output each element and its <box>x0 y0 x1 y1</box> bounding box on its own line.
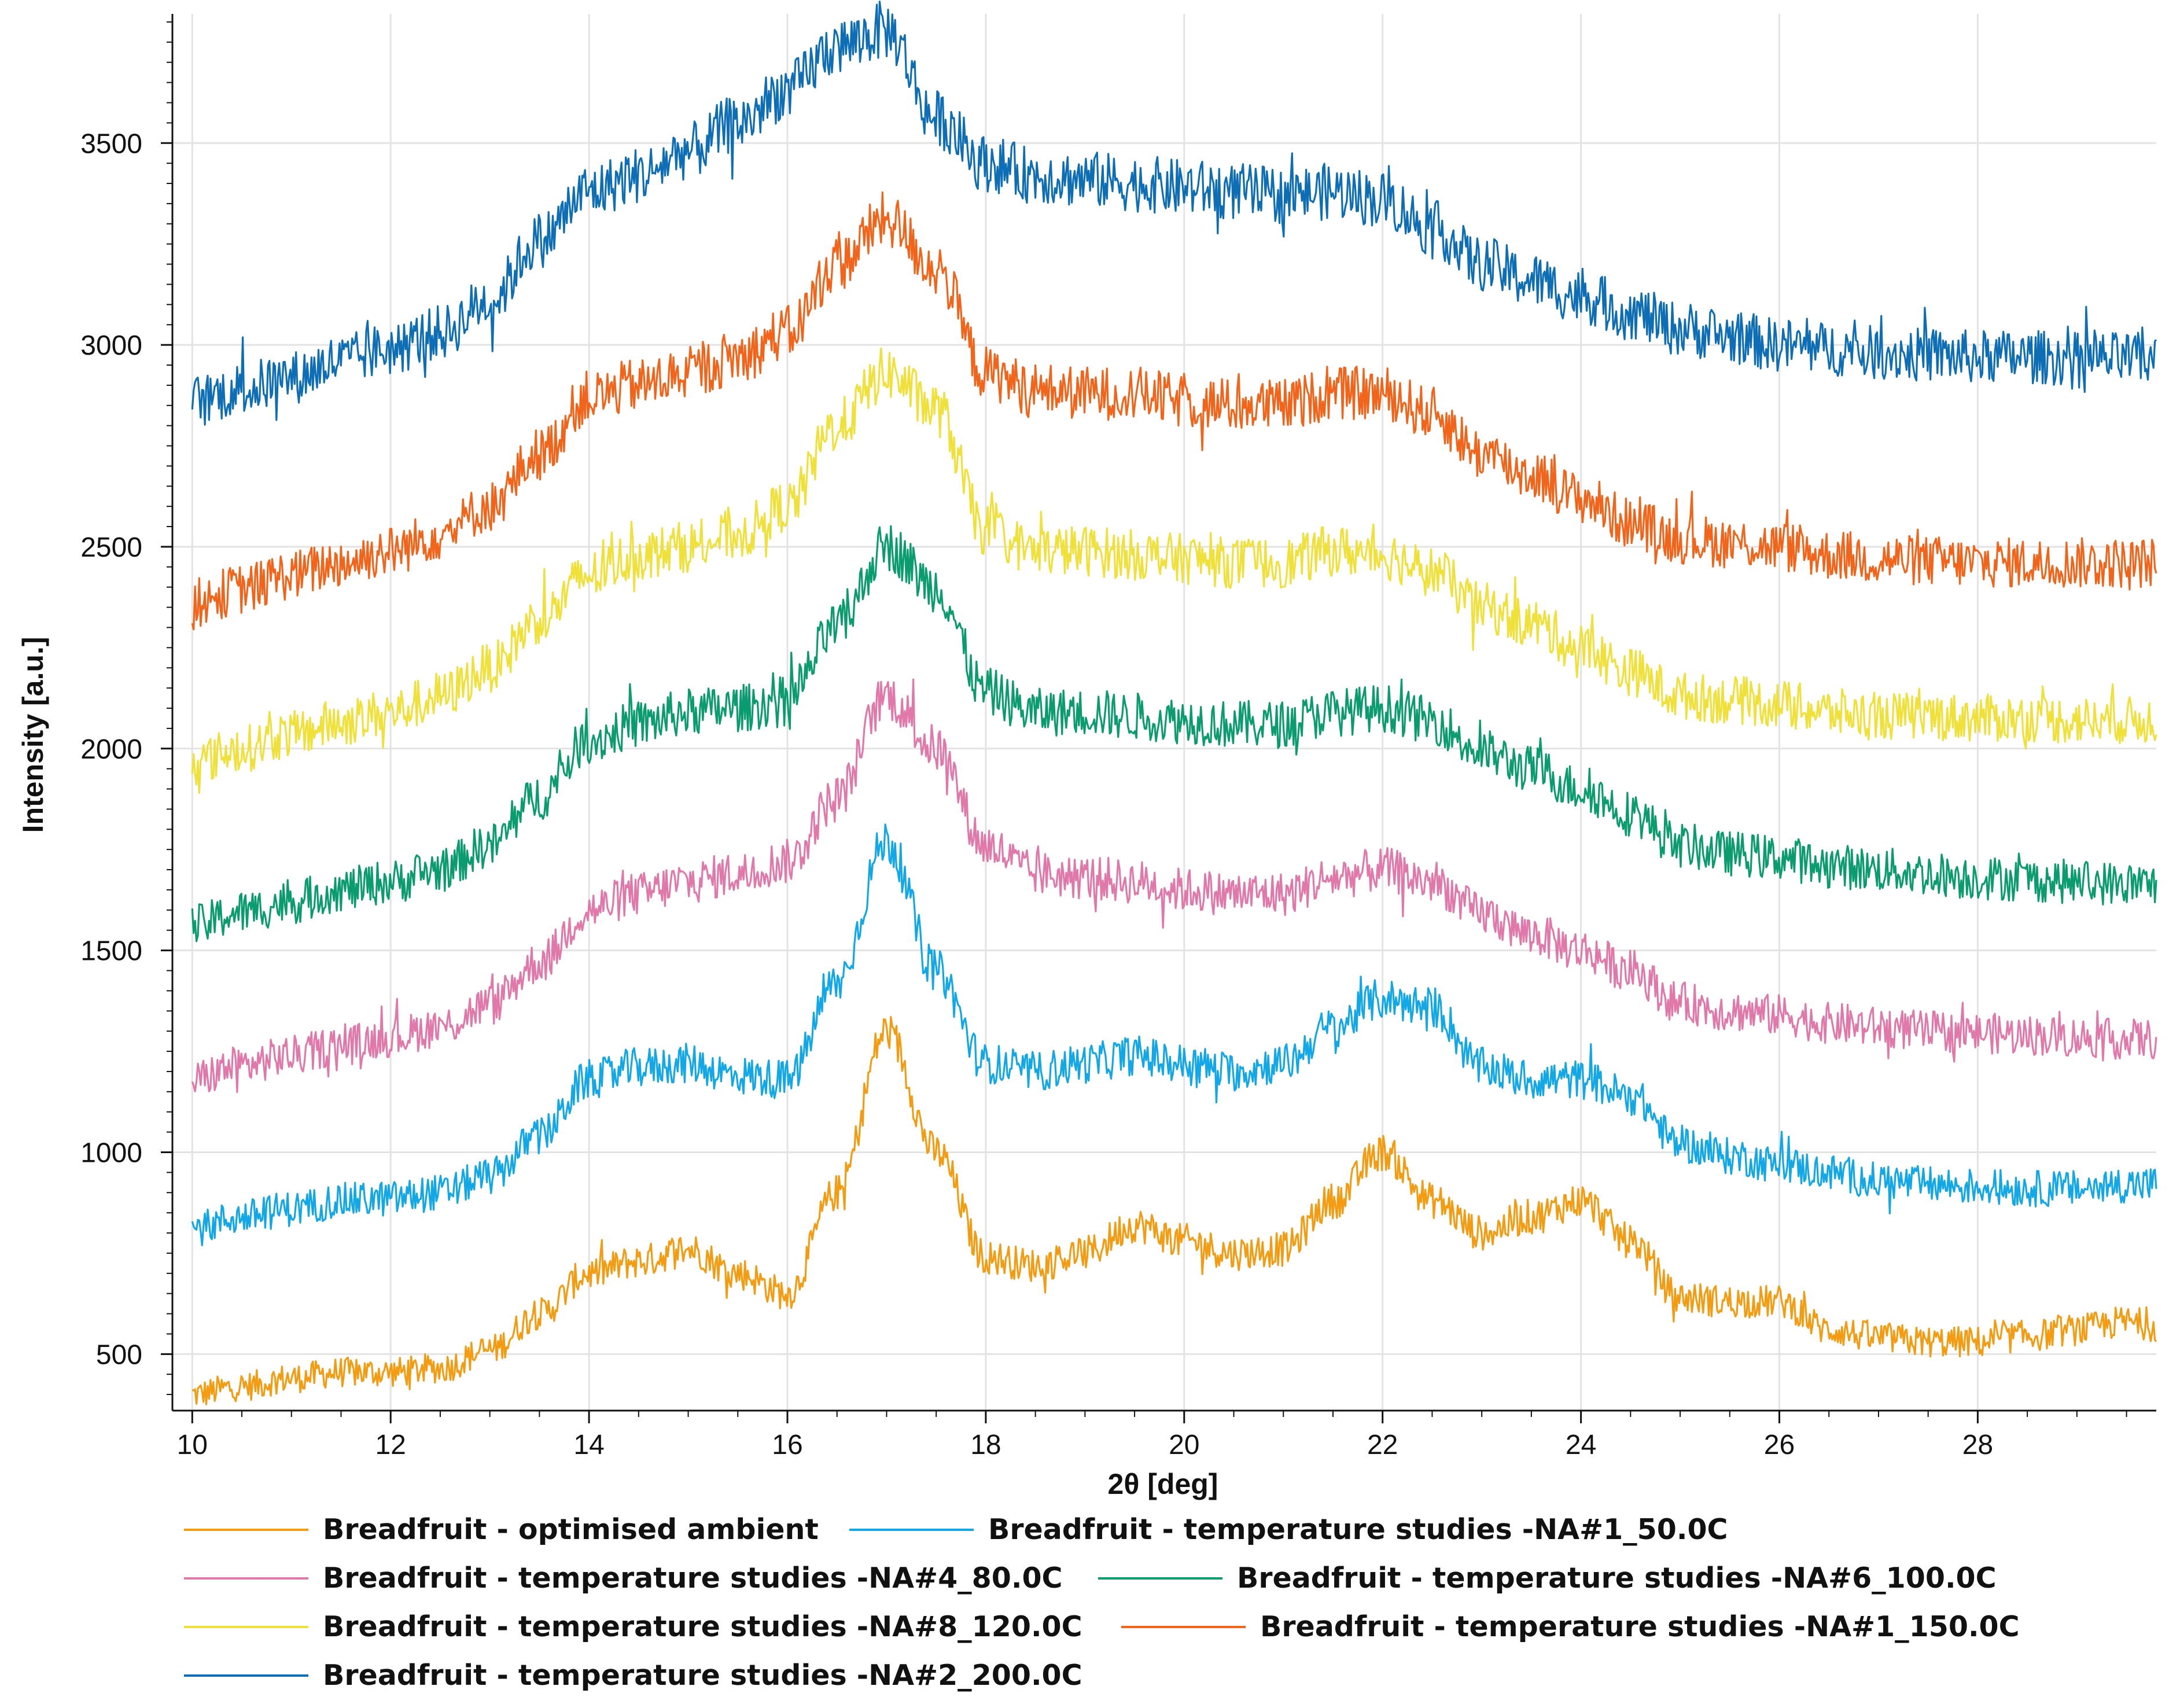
x-tick-label: 20 <box>1169 1430 1199 1460</box>
series-line <box>191 525 2157 943</box>
y-tick-label: 2500 <box>80 532 142 563</box>
x-tick-label: 28 <box>1962 1430 1993 1460</box>
x-tick-label: 24 <box>1566 1430 1596 1460</box>
legend-item[interactable]: Breadfruit - optimised ambient <box>184 1513 819 1546</box>
y-tick-label: 2000 <box>80 734 142 765</box>
legend: Breadfruit - optimised ambient Breadfruit… <box>184 1513 2020 1692</box>
legend-item[interactable]: Breadfruit - temperature studies -NA#1_5… <box>849 1513 1728 1546</box>
legend-label: Breadfruit - temperature studies -NA#4_8… <box>323 1562 1063 1595</box>
legend-label: Breadfruit - temperature studies -NA#1_5… <box>988 1513 1728 1546</box>
y-tick-label: 1000 <box>80 1138 142 1168</box>
legend-label: Breadfruit - temperature studies -NA#6_1… <box>1237 1562 1997 1595</box>
legend-item[interactable]: Breadfruit - temperature studies -NA#6_1… <box>1098 1562 1997 1595</box>
x-tick-label: 26 <box>1764 1430 1795 1460</box>
legend-item[interactable]: Breadfruit - temperature studies -NA#4_8… <box>184 1562 1063 1595</box>
series-line <box>191 1 2157 426</box>
x-tick-label: 14 <box>573 1430 604 1460</box>
series-line <box>191 678 2157 1094</box>
x-tick-label: 12 <box>375 1430 406 1460</box>
grid-lines <box>172 14 2156 1411</box>
y-tick-label: 3500 <box>80 128 142 159</box>
x-tick-label: 18 <box>970 1430 1001 1460</box>
y-axis-title: Intensity [a.u.] <box>17 637 49 833</box>
legend-item[interactable]: Breadfruit - temperature studies -NA#2_2… <box>184 1659 1082 1692</box>
series-line <box>191 823 2157 1246</box>
legend-item[interactable]: Breadfruit - temperature studies -NA#8_1… <box>184 1610 1082 1643</box>
y-tick-label: 500 <box>96 1339 142 1370</box>
legend-item[interactable]: Breadfruit - temperature studies -NA#1_1… <box>1121 1610 2020 1643</box>
y-tick-label: 1500 <box>80 936 142 967</box>
x-tick-label: 22 <box>1367 1430 1398 1460</box>
series-line <box>192 1016 2157 1405</box>
series-line <box>191 191 2157 631</box>
series-line <box>191 347 2157 794</box>
tick-labels: 10 12 14 16 18 20 22 24 26 28 500 1000 1500 2000 2500 3… <box>80 128 1993 1460</box>
y-tick-label: 3000 <box>80 330 142 361</box>
legend-label: Breadfruit - temperature studies -NA#1_1… <box>1260 1610 2020 1643</box>
axes <box>161 14 2156 1423</box>
x-tick-label: 10 <box>177 1430 208 1460</box>
series-lines <box>191 1 2157 1405</box>
legend-label: Breadfruit - temperature studies -NA#8_1… <box>323 1610 1082 1643</box>
x-tick-label: 16 <box>772 1430 802 1460</box>
legend-label: Breadfruit - optimised ambient <box>323 1513 819 1546</box>
x-axis-title: 2θ [deg] <box>1108 1468 1218 1500</box>
legend-label: Breadfruit - temperature studies -NA#2_2… <box>323 1659 1082 1692</box>
